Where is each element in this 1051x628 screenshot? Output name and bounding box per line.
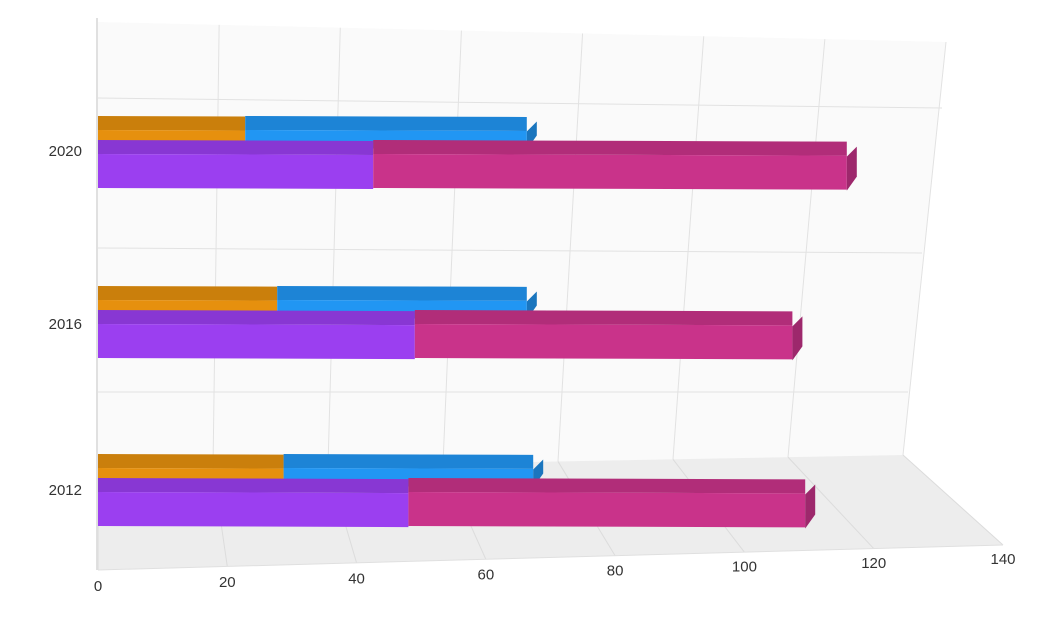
- bar-front-2012-1: [408, 478, 806, 528]
- x-tick-label: 20: [219, 574, 236, 591]
- bar-front-2020-0-top: [98, 140, 374, 155]
- y-category-label: 2012: [49, 482, 82, 499]
- bar-front-2016-0: [98, 310, 415, 360]
- bar-front-2012-0: [98, 478, 409, 528]
- x-tick-label: 80: [607, 563, 624, 580]
- x-axis-line: [97, 544, 1004, 571]
- bar-front-2020-1-front: [373, 154, 847, 190]
- bar-front-2016-1-top: [414, 310, 793, 326]
- bar-back-2016-1-top: [277, 286, 527, 301]
- bar-end-cap: [846, 146, 857, 191]
- bar-front-2020-0-front: [98, 154, 374, 189]
- bar-back-2016-0-top: [98, 286, 278, 301]
- bar-back-2012-0-top: [98, 454, 284, 469]
- gridline-vertical: [902, 41, 947, 456]
- bar-front-2016-1-front: [414, 324, 793, 360]
- x-tick-label: 140: [990, 551, 1015, 568]
- bar-end-cap: [805, 484, 816, 529]
- gridline-vertical: [672, 36, 705, 460]
- bar-front-2012-0-front: [98, 492, 409, 528]
- bar-front-2020-0: [98, 140, 374, 189]
- gridline-floor: [902, 454, 1004, 546]
- gridline-vertical: [212, 24, 220, 468]
- bar-back-2012-1-top: [283, 454, 534, 469]
- y-axis-category-labels: 2012 2016 2020: [49, 143, 82, 499]
- gridline-horizontal: [97, 97, 943, 109]
- bar-front-2016-1: [414, 310, 793, 360]
- x-tick-label: 0: [94, 578, 102, 595]
- bar-front-2020-1-top: [373, 140, 847, 156]
- x-tick-label: 120: [861, 555, 886, 572]
- bar-front-2020-1: [373, 140, 847, 190]
- back-wall: [98, 22, 946, 470]
- x-tick-label: 100: [732, 559, 757, 576]
- bar-front-2012-1-front: [408, 492, 806, 528]
- bar-front-2016-0-front: [98, 324, 415, 360]
- bar-back-2020-0-top: [98, 116, 246, 131]
- y-category-label: 2016: [49, 316, 82, 333]
- bar-back-2020-1-top: [245, 116, 527, 131]
- bar-front-2016-0-top: [98, 310, 415, 326]
- x-axis-tick-labels: 0 20 40 60 80 100 120 140: [94, 551, 1016, 595]
- gridline-vertical: [557, 33, 584, 462]
- gridline-floor: [787, 456, 875, 549]
- gridline-horizontal: [97, 247, 923, 254]
- y-category-label: 2020: [49, 143, 82, 160]
- gridline-vertical: [787, 39, 826, 458]
- bar-end-cap: [792, 316, 803, 361]
- chart-bars: [98, 116, 857, 529]
- bar-front-2012-1-top: [408, 478, 806, 494]
- chart-gridlines: [97, 24, 1004, 571]
- x-tick-label: 40: [348, 570, 365, 587]
- x-tick-label: 60: [478, 566, 495, 583]
- bar-front-2012-0-top: [98, 478, 409, 494]
